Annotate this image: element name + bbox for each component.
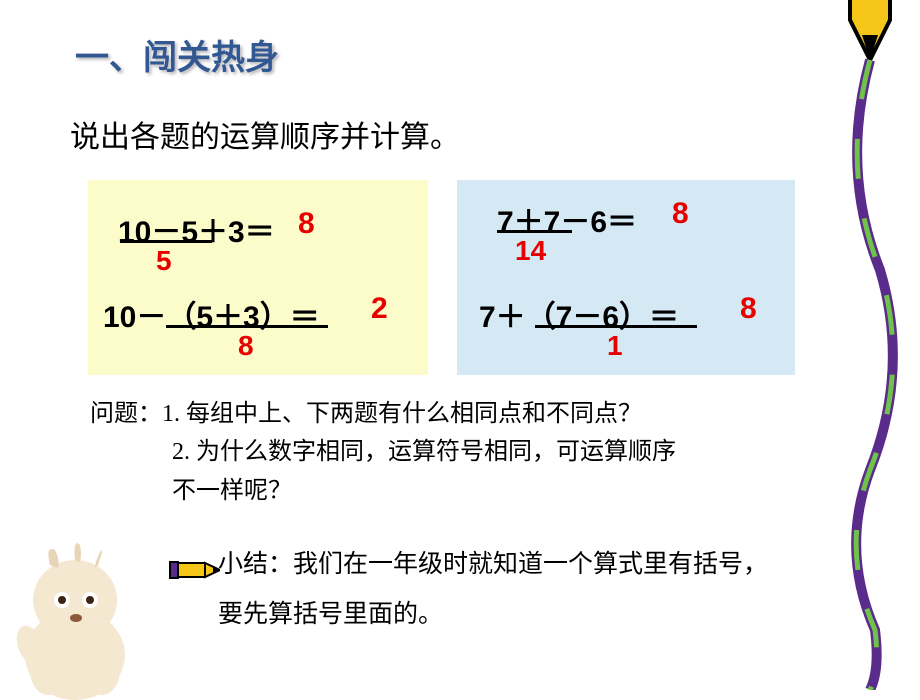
eq2-answer: 2 bbox=[371, 292, 388, 326]
questions-block: 问题：1. 每组中上、下两题有什么相同点和不同点？ 2. 为什么数字相同，运算符… bbox=[90, 395, 676, 510]
math-box-left: 10－5＋3＝ 8 5 10－（5＋3）＝ 2 8 bbox=[88, 180, 428, 375]
eq4-answer: 8 bbox=[740, 292, 757, 326]
underline-1 bbox=[120, 240, 212, 243]
eq1-expression: 10－5＋3＝ bbox=[118, 207, 275, 251]
instruction-text: 说出各题的运算顺序并计算。 bbox=[70, 112, 460, 156]
underline-3 bbox=[497, 230, 572, 233]
q1-text: 1. 每组中上、下两题有什么相同点和不同点？ bbox=[162, 401, 642, 427]
eq4-expression: 7＋（7－6）＝ bbox=[479, 292, 679, 336]
summary-block: 小结：我们在一年级时就知道一个算式里有括号， 要先算括号里面的。 bbox=[218, 540, 768, 640]
eq2-expression: 10－（5＋3）＝ bbox=[103, 292, 320, 336]
pencil-decoration-icon bbox=[820, 0, 920, 690]
equation-2: 10－（5＋3）＝ 2 8 bbox=[98, 280, 418, 365]
eq3-intermediate: 14 bbox=[515, 235, 546, 267]
eq2-intermediate: 8 bbox=[238, 330, 254, 362]
eq3-answer: 8 bbox=[672, 197, 689, 231]
question-2-line2: 不一样呢？ bbox=[90, 472, 676, 510]
math-box-right: 7＋7－6＝ 8 14 7＋（7－6）＝ 8 1 bbox=[457, 180, 795, 375]
question-1: 问题：1. 每组中上、下两题有什么相同点和不同点？ bbox=[90, 395, 676, 433]
equation-1: 10－5＋3＝ 8 5 bbox=[98, 195, 418, 280]
eq1-intermediate: 5 bbox=[156, 245, 172, 277]
small-pencil-icon bbox=[165, 555, 220, 585]
underline-2 bbox=[166, 325, 328, 328]
eq1-answer: 8 bbox=[298, 207, 315, 241]
question-2-line1: 2. 为什么数字相同，运算符号相同，可运算顺序 bbox=[90, 433, 676, 471]
summary-line1: 小结：我们在一年级时就知道一个算式里有括号， bbox=[218, 540, 768, 590]
summary-line2: 要先算括号里面的。 bbox=[218, 590, 768, 640]
question-label: 问题： bbox=[90, 401, 162, 427]
section-title: 一、闯关热身 bbox=[75, 30, 279, 79]
character-icon bbox=[0, 530, 160, 700]
underline-4 bbox=[535, 325, 697, 328]
equation-4: 7＋（7－6）＝ 8 1 bbox=[467, 280, 785, 365]
equation-3: 7＋7－6＝ 8 14 bbox=[467, 195, 785, 280]
eq4-intermediate: 1 bbox=[607, 330, 623, 362]
